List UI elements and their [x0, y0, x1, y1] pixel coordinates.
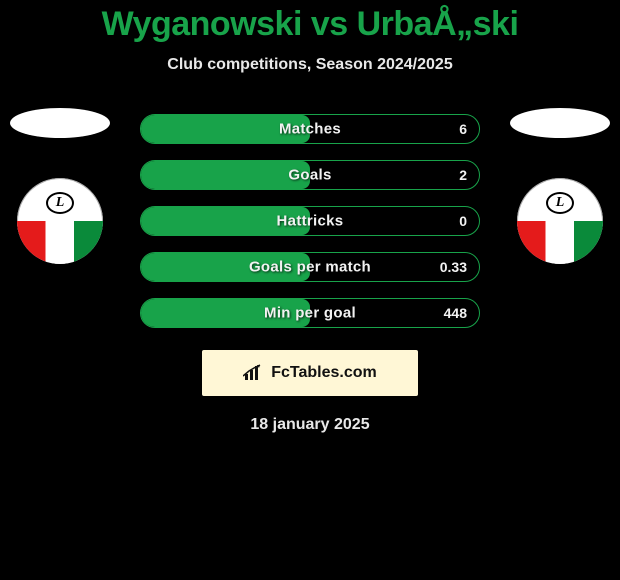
bar-chart-icon [243, 364, 265, 382]
snapshot-date: 18 january 2025 [0, 416, 620, 434]
stat-row-min-per-goal: Min per goal 448 [140, 298, 480, 328]
stats-list: Matches 6 Goals 2 Hattricks 0 Goals per … [140, 114, 480, 328]
stat-value: 0.33 [440, 259, 467, 275]
player-placeholder-icon [10, 108, 110, 138]
stat-label: Goals per match [141, 259, 479, 276]
stat-label: Matches [141, 121, 479, 138]
stat-row-hattricks: Hattricks 0 [140, 206, 480, 236]
club-logo-mark: L [46, 192, 74, 214]
stat-value: 0 [459, 213, 467, 229]
stat-label: Hattricks [141, 213, 479, 230]
club-logo-left: L [17, 178, 103, 264]
stat-row-matches: Matches 6 [140, 114, 480, 144]
page-title: Wyganowski vs UrbaÅ„ski [0, 0, 620, 44]
club-logo-right: L [517, 178, 603, 264]
stat-label: Goals [141, 167, 479, 184]
stat-value: 448 [444, 305, 467, 321]
stat-value: 2 [459, 167, 467, 183]
brand-badge: FcTables.com [202, 350, 418, 396]
stat-row-goals-per-match: Goals per match 0.33 [140, 252, 480, 282]
club-logo-mark: L [546, 192, 574, 214]
comparison-content: L L Matches 6 Goals 2 Hattricks 0 Goals … [0, 114, 620, 434]
stat-row-goals: Goals 2 [140, 160, 480, 190]
player-placeholder-icon [510, 108, 610, 138]
player-right-column: L [510, 108, 610, 264]
player-left-column: L [10, 108, 110, 264]
stat-value: 6 [459, 121, 467, 137]
stat-label: Min per goal [141, 305, 479, 322]
brand-text: FcTables.com [271, 364, 377, 382]
page-subtitle: Club competitions, Season 2024/2025 [0, 56, 620, 74]
